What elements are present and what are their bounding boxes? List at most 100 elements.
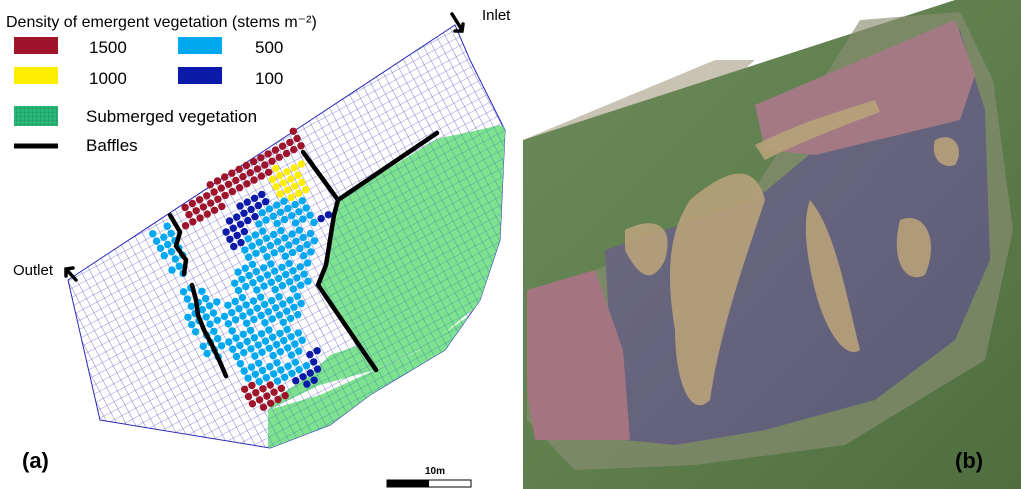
legend-label-100: 100 (255, 69, 283, 88)
vegetation-cell (274, 238, 282, 246)
vegetation-cell (324, 211, 333, 219)
vegetation-cell (284, 344, 292, 352)
vegetation-cell (232, 334, 240, 342)
vegetation-cell (297, 160, 306, 168)
vegetation-cell (287, 351, 296, 359)
vegetation-cell (245, 253, 253, 261)
vegetation-cell (294, 171, 302, 179)
vegetation-cell (228, 169, 236, 177)
vegetation-cell (281, 252, 290, 260)
vegetation-cell (196, 214, 204, 222)
inlet-marker: Inlet (450, 7, 511, 33)
vegetation-cell (281, 391, 289, 400)
vegetation-cell (239, 330, 247, 338)
vegetation-cell (288, 369, 296, 378)
vegetation-cell (271, 285, 279, 294)
vegetation-cell (266, 381, 274, 389)
vegetation-cell (218, 202, 226, 211)
vegetation-cell (205, 302, 214, 310)
vegetation-cell (251, 370, 259, 378)
vegetation-cell (231, 279, 239, 287)
vegetation-cell (269, 333, 277, 341)
vegetation-cell (295, 347, 303, 355)
vegetation-cell (262, 216, 270, 224)
vegetation-cell (253, 165, 262, 173)
vegetation-cell (296, 244, 304, 253)
vegetation-cell (236, 202, 244, 210)
vegetation-cell (164, 240, 172, 249)
vegetation-cell (272, 164, 280, 173)
vegetation-cell (188, 320, 196, 329)
vegetation-cell (189, 218, 197, 226)
vegetation-cell (259, 403, 268, 411)
vegetation-cell (168, 266, 176, 274)
vegetation-cell (195, 196, 204, 204)
baffle-central (300, 149, 341, 203)
vegetation-cell (303, 241, 311, 249)
legend-swatch-1000 (14, 67, 58, 84)
vegetation-cell (187, 302, 195, 310)
vegetation-cell (242, 161, 251, 170)
legend-swatch-submerged (14, 106, 58, 126)
vegetation-cell (261, 319, 269, 327)
vegetation-cell (274, 395, 282, 404)
vegetation-cell (252, 389, 260, 397)
vegetation-cell (279, 300, 287, 308)
vegetation-cell (199, 342, 207, 350)
vegetation-cell (225, 217, 234, 225)
vegetation-cell (280, 336, 288, 345)
vegetation-cell (297, 142, 305, 150)
vegetation-cell (292, 237, 300, 245)
vegetation-cell (287, 175, 295, 183)
vegetation-cell (191, 328, 200, 336)
vegetation-cell (306, 211, 314, 219)
vegetation-cell (273, 219, 281, 228)
vegetation-cell (163, 222, 171, 230)
vegetation-cell (250, 176, 258, 184)
vegetation-cell (272, 183, 280, 191)
vegetation-cell (263, 253, 271, 261)
vegetation-cell (160, 251, 168, 260)
vegetation-cell (261, 337, 270, 345)
vegetation-cell (224, 180, 233, 188)
vegetation-cell (257, 330, 266, 338)
vegetation-cell (270, 388, 278, 396)
vegetation-cell (247, 205, 255, 214)
vegetation-cell (259, 385, 267, 393)
vegetation-cell (230, 242, 238, 251)
vegetation-cell (250, 194, 259, 202)
vegetation-cell (290, 164, 298, 172)
vegetation-cell (240, 367, 248, 375)
vegetation-cell (235, 305, 243, 313)
vegetation-cell (276, 208, 285, 216)
vegetation-cell (248, 260, 257, 269)
vegetation-cell (265, 344, 273, 352)
vegetation-cell (236, 220, 245, 228)
vegetation-cell (299, 215, 307, 223)
vegetation-cell (280, 215, 289, 224)
vegetation-cell (294, 189, 303, 198)
vegetation-cell (248, 400, 257, 408)
vegetation-cell (238, 275, 246, 283)
vegetation-cell (290, 182, 299, 190)
vegetation-cell (263, 271, 272, 279)
vegetation-cell (271, 267, 279, 275)
vegetation-cell (203, 210, 211, 218)
vegetation-cell (247, 345, 255, 353)
vegetation-cell (224, 320, 233, 328)
vegetation-cell (175, 262, 183, 270)
vegetation-cell (269, 351, 277, 360)
vegetation-cell (265, 326, 273, 334)
legend-swatch-1500 (14, 37, 58, 54)
vegetation-cell (298, 178, 306, 187)
vegetation-cell (229, 224, 237, 232)
vegetation-cell (236, 360, 245, 368)
inlet-cell (755, 20, 975, 155)
vegetation-cell (239, 312, 247, 320)
vegetation-cell (278, 142, 287, 150)
vegetation-cell (277, 245, 286, 253)
vegetation-cell (295, 226, 304, 234)
vegetation-cell (183, 295, 192, 303)
vegetation-cell (246, 308, 254, 316)
vegetation-cell (255, 359, 263, 367)
